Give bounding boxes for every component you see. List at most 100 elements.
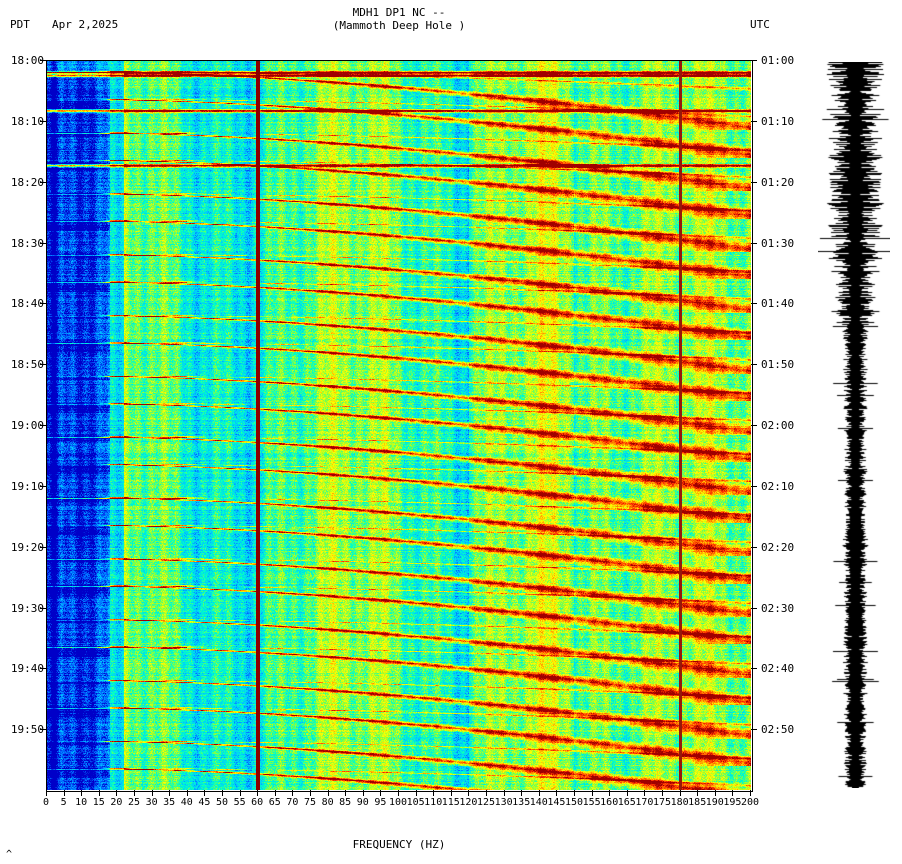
x-tick-label: 10 [75, 797, 88, 808]
x-tick-label: 35 [163, 797, 176, 808]
x-tick [750, 790, 751, 796]
y-right-label: 02:30 [761, 601, 795, 615]
x-tick [204, 790, 205, 796]
y-right-label: 01:30 [761, 236, 795, 250]
x-tick-label: 120 [459, 797, 478, 808]
x-tick [521, 790, 522, 796]
x-axis-title-text: FREQUENCY (HZ) [352, 838, 446, 851]
y-left-label: 18:20 [10, 175, 44, 189]
y-right-label: 02:50 [761, 723, 795, 737]
x-tick [644, 790, 645, 796]
x-tick [46, 790, 47, 796]
y-left-label: 19:00 [10, 419, 44, 432]
y-left-label: 18:30 [10, 236, 44, 250]
x-tick [504, 790, 505, 796]
y-left-tick [40, 364, 46, 365]
x-tick-label: 195 [723, 797, 742, 808]
y-left-tick [40, 729, 46, 730]
x-tick [592, 790, 593, 796]
y-left-tick [40, 303, 46, 304]
y-left-label: 18:00 [10, 54, 44, 67]
x-tick-label: 160 [600, 797, 619, 808]
y-right-tick [751, 182, 757, 183]
x-tick [539, 790, 540, 796]
y-left-tick [40, 121, 46, 122]
x-tick-label: 175 [652, 797, 672, 808]
x-tick [433, 790, 434, 796]
y-left-label: 19:10 [10, 479, 44, 493]
x-tick [275, 790, 276, 796]
x-tick-label: 165 [617, 797, 636, 808]
y-right-tick [751, 364, 757, 365]
y-left-tick [40, 243, 46, 244]
x-tick [468, 790, 469, 796]
y-left-label: 19:20 [10, 540, 44, 554]
x-tick [240, 790, 241, 796]
y-left-label: 18:40 [10, 297, 44, 311]
x-tick-label: 50 [215, 797, 229, 808]
x-tick-label: 115 [441, 797, 460, 808]
y-left-label: 19:50 [10, 723, 44, 737]
y-right-tick [751, 729, 757, 730]
corner-caret-mark: ^ [6, 849, 13, 860]
x-tick-label: 15 [92, 797, 105, 808]
y-right-tick [751, 486, 757, 487]
x-tick [398, 790, 399, 796]
x-tick-label: 20 [110, 797, 123, 808]
y-right-label: 02:40 [761, 662, 795, 676]
header-date: Apr 2,2025 [52, 18, 119, 31]
y-right-label: 02:00 [761, 419, 795, 432]
x-tick [732, 790, 733, 796]
header-local-timezone: PDT [10, 18, 30, 31]
x-tick [257, 790, 258, 796]
header-station-subtitle: (Mammoth Deep Hole ) [0, 19, 902, 32]
x-tick [152, 790, 153, 796]
y-left-tick [40, 608, 46, 609]
x-tick [451, 790, 452, 796]
x-tick-label: 190 [705, 797, 724, 808]
header-station-subtitle-text: (Mammoth Deep Hole ) [332, 19, 466, 32]
x-tick [116, 790, 117, 796]
x-tick [662, 790, 663, 796]
header-utc-timezone: UTC [750, 18, 770, 31]
x-tick [222, 790, 223, 796]
x-tick-label: 40 [180, 797, 193, 808]
x-tick [609, 790, 610, 796]
x-tick [574, 790, 575, 796]
x-tick-label: 180 [670, 797, 689, 808]
x-tick [486, 790, 487, 796]
x-tick [680, 790, 681, 796]
y-left-tick [40, 425, 46, 426]
x-tick-label: 0 [42, 797, 50, 808]
x-tick-label: 105 [406, 797, 425, 808]
x-tick [697, 790, 698, 796]
y-right-tick [751, 608, 757, 609]
y-right-tick [751, 668, 757, 669]
y-right-label: 02:10 [761, 479, 795, 493]
x-tick [134, 790, 135, 796]
y-right-tick [751, 121, 757, 122]
x-tick-label: 55 [233, 797, 246, 808]
x-tick-label: 25 [127, 797, 141, 808]
x-tick [345, 790, 346, 796]
x-tick-label: 110 [424, 797, 443, 808]
y-left-tick [40, 486, 46, 487]
x-tick-label: 170 [635, 797, 654, 808]
y-right-tick [751, 60, 757, 61]
x-tick-label: 145 [547, 797, 566, 808]
x-tick [328, 790, 329, 796]
y-right-label: 01:40 [761, 297, 795, 311]
x-tick-label: 60 [251, 797, 264, 808]
x-tick [556, 790, 557, 796]
y-right-label: 01:20 [761, 175, 795, 189]
y-right-tick [751, 243, 757, 244]
x-tick-label: 85 [339, 797, 352, 808]
y-right-label: 01:00 [761, 54, 795, 67]
x-tick-label: 200 [740, 797, 760, 808]
x-tick [363, 790, 364, 796]
y-right-label: 01:50 [761, 358, 795, 372]
x-tick-label: 100 [388, 797, 408, 808]
y-left-label: 18:50 [10, 358, 44, 372]
x-tick-label: 45 [198, 797, 211, 808]
